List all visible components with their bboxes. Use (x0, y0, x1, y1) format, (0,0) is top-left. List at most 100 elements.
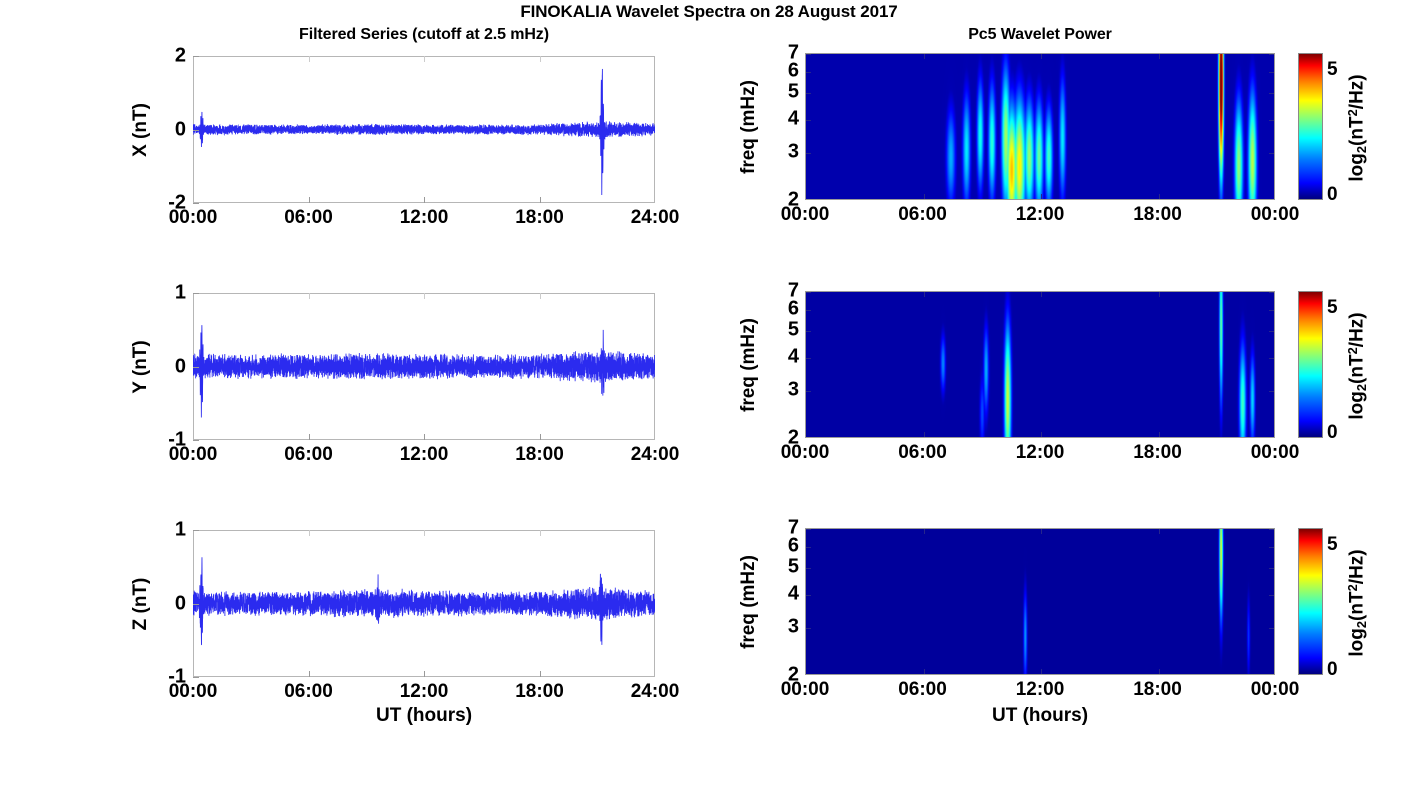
time-tick-mark-top (923, 292, 925, 297)
x-tick-mark-top (539, 530, 541, 536)
x-tick-mark-top (539, 56, 541, 62)
freq-tick-mark (806, 331, 811, 333)
x-tick-mark-top (308, 56, 310, 62)
x-tick-label: 18:00 (515, 444, 564, 465)
freq-tick-mark-right (1269, 391, 1274, 393)
time-tick-mark-top (1158, 54, 1160, 59)
y-tick-mark (193, 56, 199, 57)
colorbar-label-unit-close: /Hz) (1346, 548, 1368, 584)
colorbar-tick-label: 0 (1327, 422, 1338, 443)
freq-tick-label: 7 (787, 279, 799, 302)
y-axis-label: Z (nT) (130, 577, 151, 630)
time-tick-mark-top (923, 54, 925, 59)
y-tick-mark (193, 366, 199, 368)
colorbar-label-unit-close: /Hz) (1346, 311, 1368, 347)
x-tick-mark-top (424, 293, 425, 299)
freq-tick-mark (806, 391, 811, 393)
x-tick-label: 00:00 (168, 681, 218, 702)
spectrogram-image (806, 54, 1274, 199)
x-tick-label: 24:00 (630, 681, 680, 702)
y-tick-mark (193, 603, 199, 605)
time-tick-mark-top (1041, 54, 1042, 59)
freq-tick-label: 6 (787, 59, 799, 82)
time-tick-mark (1041, 432, 1042, 437)
colorbar-x: 0 5 log2(nT2/Hz) (1298, 53, 1369, 205)
freq-tick-label: 2 (787, 663, 799, 686)
colorbar-label-unit-open: (nT (1346, 115, 1368, 146)
colorbar-label-base: 2 (1354, 620, 1370, 628)
time-tick-label: 18:00 (1133, 442, 1182, 463)
colorbar-label-power: 2 (1344, 346, 1360, 354)
x-tick-label: 18:00 (515, 681, 564, 702)
y-tick-label: 1 (174, 518, 186, 541)
time-tick-mark-top (1041, 292, 1042, 297)
freq-tick-label: 4 (787, 107, 799, 130)
freq-tick-label: 2 (787, 188, 799, 211)
x-tick-mark (539, 197, 541, 203)
y-tick-mark (193, 129, 199, 131)
freq-tick-mark-right (1269, 54, 1274, 55)
freq-tick-mark-right (1269, 292, 1274, 293)
time-tick-label: 12:00 (1015, 442, 1065, 463)
colorbar-axis-label: log2(nT2/Hz) (1345, 549, 1369, 656)
panel-z-wavelet-power: 2 3 4 5 6 7 00:00 06:00 12:00 18:00 00:00 freq (mHz… (738, 517, 1299, 701)
y-tick-label: 2 (174, 44, 186, 67)
right-column-title: Pc5 Wavelet Power (968, 26, 1112, 43)
freq-tick-mark (806, 93, 811, 95)
x-tick-label: 24:00 (630, 444, 680, 465)
y-tick-mark (193, 203, 199, 204)
figure-suptitle: FINOKALIA Wavelet Spectra on 28 August 2… (520, 2, 898, 21)
y-tick-label: 0 (174, 118, 186, 140)
freq-tick-label: 6 (787, 297, 799, 320)
y-tick-label: -2 (168, 191, 186, 214)
freq-tick-mark-right (1269, 357, 1274, 359)
y-tick-mark (193, 440, 199, 441)
colorbar-label-base: 2 (1354, 145, 1370, 153)
timeseries-trace (193, 557, 655, 646)
freq-tick-mark-right (1269, 547, 1274, 549)
x-tick-mark (424, 434, 425, 440)
x-tick-mark (424, 197, 425, 203)
x-tick-mark (539, 671, 541, 677)
time-tick-mark-top (923, 529, 925, 534)
freq-tick-label: 3 (787, 378, 799, 401)
y-tick-mark (193, 293, 199, 294)
x-tick-label: 06:00 (284, 444, 333, 465)
freq-tick-label: 3 (787, 615, 799, 638)
x-tick-label: 12:00 (399, 681, 449, 702)
y-tick-label: -1 (168, 665, 186, 688)
time-tick-label: 00:00 (1250, 204, 1300, 225)
colorbar-tick-label: 5 (1327, 58, 1338, 80)
x-tick-label: 24:00 (630, 207, 680, 228)
colorbar-label-unit-close: /Hz) (1346, 73, 1368, 109)
right-xaxis-label: UT (hours) (991, 705, 1089, 726)
panel-y-filtered-series: -1 0 1 00:00 06:00 12:00 18:00 24:00 Y (nT) (130, 282, 679, 466)
freq-tick-mark-right (1269, 568, 1274, 570)
y-tick-label: 0 (174, 355, 186, 377)
colorbar-y: 0 5 log2(nT2/Hz) (1298, 291, 1369, 443)
x-tick-mark (308, 434, 310, 440)
colorbar-tick-label: 5 (1327, 296, 1338, 318)
time-tick-label: 00:00 (780, 204, 830, 225)
freq-tick-label: 7 (787, 516, 799, 539)
x-tick-label: 12:00 (399, 207, 449, 228)
x-tick-label: 06:00 (284, 681, 333, 702)
time-tick-label: 00:00 (1250, 679, 1300, 700)
freq-tick-mark-right (1269, 72, 1274, 74)
x-tick-mark (308, 671, 310, 677)
time-tick-label: 06:00 (898, 204, 947, 225)
x-tick-label: 12:00 (399, 444, 449, 465)
y-tick-mark (193, 530, 199, 531)
time-tick-mark-top (1041, 529, 1042, 534)
freq-tick-label: 6 (787, 534, 799, 557)
freq-tick-mark (806, 153, 811, 155)
x-tick-label: 18:00 (515, 207, 564, 228)
freq-tick-label: 7 (787, 41, 799, 64)
freq-tick-label: 4 (787, 582, 799, 605)
freq-tick-mark-right (1269, 529, 1274, 530)
time-tick-mark (1158, 432, 1160, 437)
time-tick-mark (1041, 669, 1042, 674)
freq-tick-mark-right (1269, 93, 1274, 95)
colorbar-gradient (1299, 54, 1322, 199)
freq-tick-label: 5 (787, 80, 799, 103)
